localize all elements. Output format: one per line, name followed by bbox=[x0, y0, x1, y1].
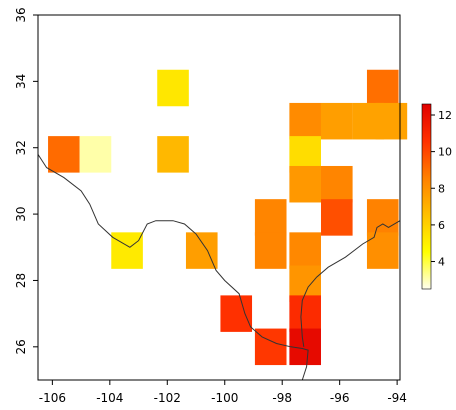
y-axis: 26 28 30 32 34 36 bbox=[14, 7, 38, 354]
heatmap-cell bbox=[254, 328, 287, 366]
x-tick-label: -98 bbox=[272, 391, 292, 405]
y-tick-label: 26 bbox=[14, 339, 28, 354]
heatmap-cell bbox=[366, 232, 399, 269]
x-tick-label: -100 bbox=[211, 391, 238, 405]
coast-line bbox=[300, 220, 401, 347]
heatmap-cell bbox=[289, 232, 321, 269]
heatmap-cell bbox=[289, 328, 321, 366]
colorbar-tick-label: 6 bbox=[438, 219, 445, 232]
heatmap-cell bbox=[375, 102, 408, 140]
colorbar-tick-label: 8 bbox=[438, 182, 445, 195]
heatmap-cell bbox=[48, 136, 80, 173]
heatmap-cell bbox=[289, 102, 321, 140]
heatmap-cell bbox=[220, 295, 253, 332]
colorbar-legend: 4 6 8 10 12 bbox=[421, 103, 452, 290]
heatmap-cell bbox=[254, 199, 287, 236]
colorbar-tick-label: 4 bbox=[438, 256, 445, 269]
heatmap-cell bbox=[320, 165, 353, 203]
y-tick-label: 36 bbox=[14, 7, 28, 22]
heatmap-cell bbox=[320, 102, 353, 140]
border-line bbox=[37, 154, 309, 381]
colorbar-tick-label: 12 bbox=[438, 109, 452, 122]
y-tick-label: 28 bbox=[14, 273, 28, 288]
heatmap-cell bbox=[366, 69, 399, 107]
coastline bbox=[37, 154, 401, 381]
x-tick-label: -104 bbox=[96, 391, 123, 405]
x-tick-label: -102 bbox=[154, 391, 181, 405]
colorbar-gradient bbox=[421, 103, 432, 290]
heatmap-cell bbox=[79, 136, 112, 173]
heatmap-cell bbox=[157, 136, 189, 173]
heatmap-cell bbox=[157, 69, 189, 107]
y-tick-label: 30 bbox=[14, 206, 28, 221]
heatmap-cell bbox=[289, 165, 321, 203]
y-tick-label: 34 bbox=[14, 74, 28, 89]
heatmap-cell bbox=[366, 199, 399, 236]
x-tick-label: -96 bbox=[330, 391, 350, 405]
x-tick-label: -94 bbox=[387, 391, 407, 405]
heatmap-cell bbox=[111, 232, 143, 269]
heatmap-cell bbox=[320, 199, 353, 236]
y-tick-label: 32 bbox=[14, 140, 28, 155]
heatmap-cell bbox=[289, 295, 321, 332]
x-tick-label: -106 bbox=[39, 391, 66, 405]
x-axis: -106 -104 -102 -100 -98 -96 -94 bbox=[39, 380, 407, 405]
colorbar-tick-label: 10 bbox=[438, 146, 452, 159]
heatmap-cell bbox=[254, 232, 287, 269]
plot-border bbox=[37, 14, 401, 381]
